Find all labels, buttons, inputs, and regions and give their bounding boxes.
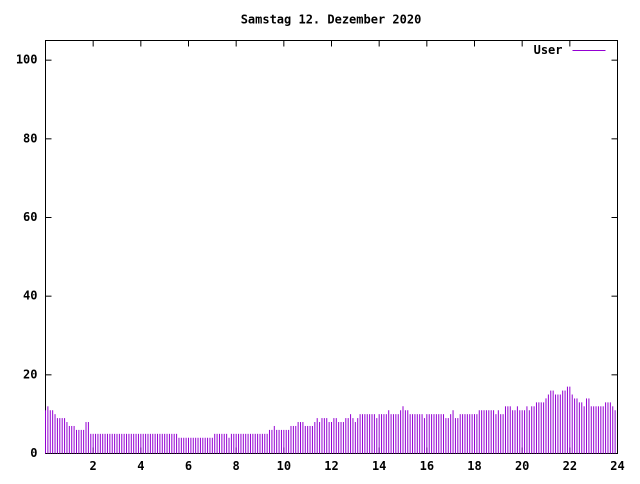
legend-label: User — [534, 43, 563, 57]
x-tick-label: 18 — [467, 459, 481, 473]
y-tick-label: 40 — [23, 289, 37, 303]
chart-title: Samstag 12. Dezember 2020 — [241, 13, 422, 27]
x-tick-label: 4 — [137, 459, 144, 473]
x-tick-label: 14 — [372, 459, 386, 473]
x-tick-label: 20 — [515, 459, 529, 473]
x-tick-label: 24 — [610, 459, 624, 473]
y-tick-label: 80 — [23, 131, 37, 145]
x-tick-label: 10 — [277, 459, 291, 473]
x-tick-label: 16 — [420, 459, 434, 473]
y-tick-label: 0 — [30, 446, 37, 460]
x-tick-label: 12 — [324, 459, 338, 473]
x-tick-label: 8 — [233, 459, 240, 473]
y-tick-label: 100 — [16, 53, 38, 67]
x-tick-label: 22 — [563, 459, 577, 473]
x-tick-label: 6 — [185, 459, 192, 473]
y-tick-label: 60 — [23, 210, 37, 224]
x-tick-label: 2 — [90, 459, 97, 473]
y-tick-label: 20 — [23, 367, 37, 381]
